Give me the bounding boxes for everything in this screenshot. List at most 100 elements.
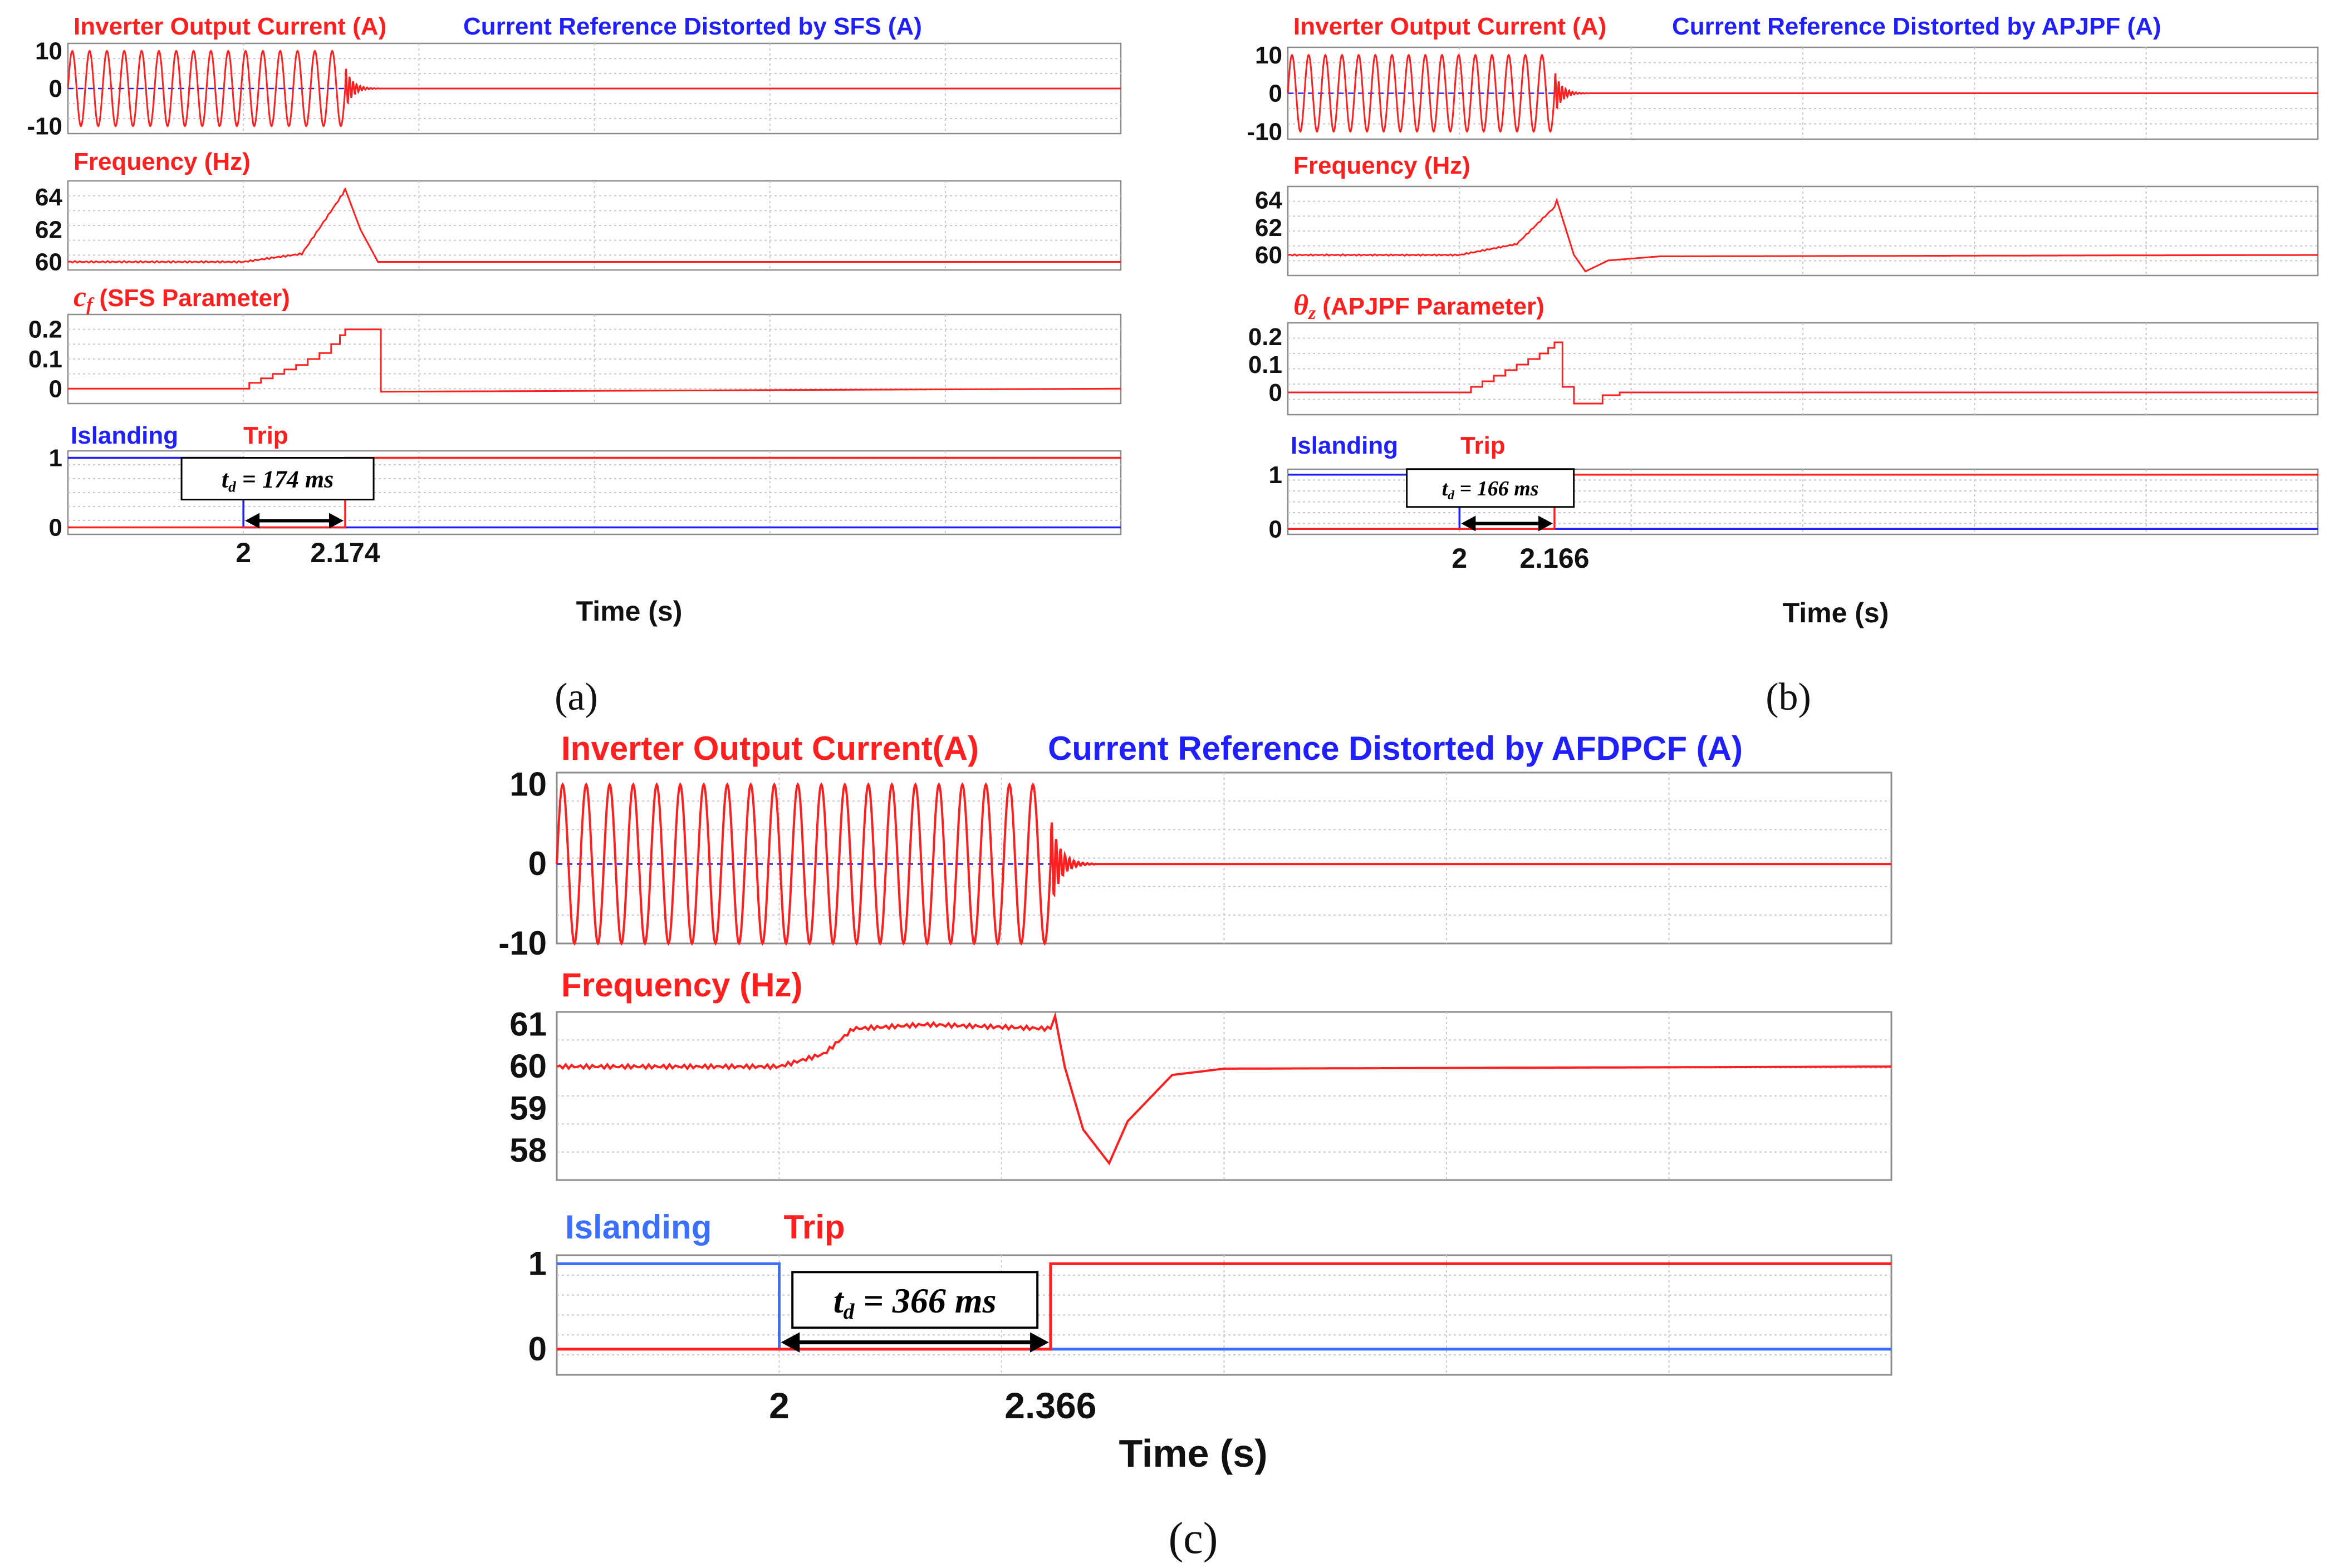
y-tick-label: 58: [509, 1132, 547, 1169]
trip-signal: [557, 1262, 1891, 1351]
parameter-line: [68, 328, 1121, 393]
panel-param: 0.2 0.10 cf (SFS Parameter): [28, 281, 1122, 405]
y-tick-label: -10: [1247, 118, 1282, 145]
td-value: 166 ms: [1477, 477, 1539, 500]
y-tick-label: 0.1: [1248, 351, 1282, 379]
figure-caption: (a): [555, 676, 598, 719]
td-box: [180, 457, 375, 500]
panel-param: 0.20.10 θz (APJPF Parameter): [1248, 289, 2319, 416]
y-tick-label: 10: [1255, 42, 1282, 69]
frequency-line: [1287, 197, 2318, 273]
td-symbol: t: [833, 1281, 845, 1320]
td-arrow-left: [245, 513, 260, 529]
x-axis-label: Time (s): [1119, 1432, 1267, 1475]
x-tick-label: 2: [769, 1385, 790, 1426]
panel-frequency: 61 60 59 58 Frequency (Hz): [509, 966, 1892, 1181]
y-tick-label: 60: [1255, 242, 1282, 269]
td-symbol: t: [222, 465, 229, 493]
y-tick-label: -10: [498, 925, 547, 962]
parameter-line: [1288, 341, 2318, 405]
td-value: 366 ms: [892, 1281, 997, 1320]
td-value: 174 ms: [262, 465, 334, 493]
islanding-title: Islanding: [1291, 432, 1398, 459]
td-label: td = 166 ms: [1442, 477, 1539, 503]
td-box: [1406, 468, 1575, 508]
td-box: [791, 1271, 1039, 1329]
param-label: (APJPF Parameter): [1322, 293, 1545, 320]
y-tick-label: 0.1: [28, 346, 62, 373]
y-tick-label: 0: [49, 514, 62, 542]
parameter-title: θz (APJPF Parameter): [1293, 289, 1545, 323]
y-tick-label: 64: [1255, 187, 1282, 214]
y-tick-label: 0: [1269, 80, 1282, 107]
param-subscript: z: [1308, 303, 1316, 323]
td-arrow-right: [1538, 515, 1553, 532]
td-subscript: d: [228, 478, 236, 495]
td-equals: =: [1454, 477, 1477, 500]
panel-trip: 1 0 Islanding Trip td = 366 ms: [528, 1208, 1892, 1376]
trip-title: Trip: [243, 422, 288, 449]
param-label: (SFS Parameter): [99, 284, 290, 312]
y-tick-label: 64: [35, 184, 62, 211]
y-tick-label: 61: [509, 1006, 547, 1043]
y-tick-label: 0: [49, 75, 62, 102]
islanding-title: Islanding: [565, 1208, 712, 1246]
current-title: Inverter Output Current (A): [1293, 13, 1606, 40]
td-equals: =: [854, 1281, 892, 1320]
td-subscript: d: [1448, 488, 1455, 503]
current-line: [556, 782, 1891, 946]
trip-title: Trip: [784, 1208, 845, 1246]
td-arrow-left: [781, 1332, 800, 1353]
y-tick-label: 0: [1269, 379, 1282, 406]
y-tick-label: 0.2: [1248, 323, 1282, 351]
y-tick-label: 1: [1269, 461, 1282, 489]
current-line: [1287, 53, 2318, 133]
frequency-title: Frequency (Hz): [73, 148, 251, 175]
y-tick-label: 62: [35, 216, 62, 243]
current-title: Inverter Output Current(A): [561, 730, 979, 767]
x-tick-label: 2: [1452, 543, 1467, 574]
chart-c: 10 0 -10 Inverter Output Current(A) Current …: [498, 730, 1892, 1563]
x-axis-label: Time (s): [576, 596, 683, 627]
td-symbol: t: [1442, 477, 1449, 500]
x-tick-label: 2: [236, 537, 251, 568]
current-title: Inverter Output Current (A): [73, 13, 386, 40]
td-subscript: d: [844, 1299, 855, 1324]
islanding-title: Islanding: [71, 422, 178, 449]
figure-caption: (b): [1766, 676, 1811, 719]
reference-title: Current Reference Distorted by SFS (A): [463, 13, 922, 40]
panel-current: 10 0 -10 Inverter Output Current (A) Current…: [1247, 13, 2319, 145]
x-axis-label: Time (s): [1783, 597, 1889, 628]
y-tick-label: 0: [49, 375, 62, 402]
frequency-title: Frequency (Hz): [561, 966, 802, 1004]
frequency-line: [67, 188, 1121, 264]
td-label: td = 366 ms: [833, 1281, 997, 1324]
y-tick-label: 0: [1269, 515, 1282, 543]
param-symbol: θ: [1293, 289, 1308, 321]
td-arrow-right: [1030, 1332, 1049, 1353]
param-subscript: f: [86, 294, 95, 315]
trip-title: Trip: [1460, 432, 1506, 459]
figure-caption: (c): [1169, 1514, 1218, 1563]
x-tick-label: 2.174: [310, 537, 380, 568]
y-tick-label: 10: [509, 765, 547, 803]
td-arrow-left: [1461, 515, 1476, 532]
parameter-title: cf (SFS Parameter): [73, 281, 290, 315]
reference-title: Current Reference Distorted by APJPF (A): [1672, 13, 2161, 40]
x-tick-label: 2.366: [1004, 1385, 1096, 1426]
y-tick-label: 62: [1255, 214, 1282, 242]
y-tick-label: 0: [528, 1330, 547, 1368]
y-tick-label: 60: [509, 1048, 547, 1085]
panel-current: 10 0 -10 Inverter Output Current (A) Current…: [27, 13, 1122, 140]
y-tick-label: 10: [35, 38, 62, 65]
y-tick-label: 0.2: [28, 316, 62, 343]
frequency-title: Frequency (Hz): [1293, 152, 1470, 179]
reference-title: Current Reference Distorted by AFDPCF (A…: [1048, 730, 1743, 767]
